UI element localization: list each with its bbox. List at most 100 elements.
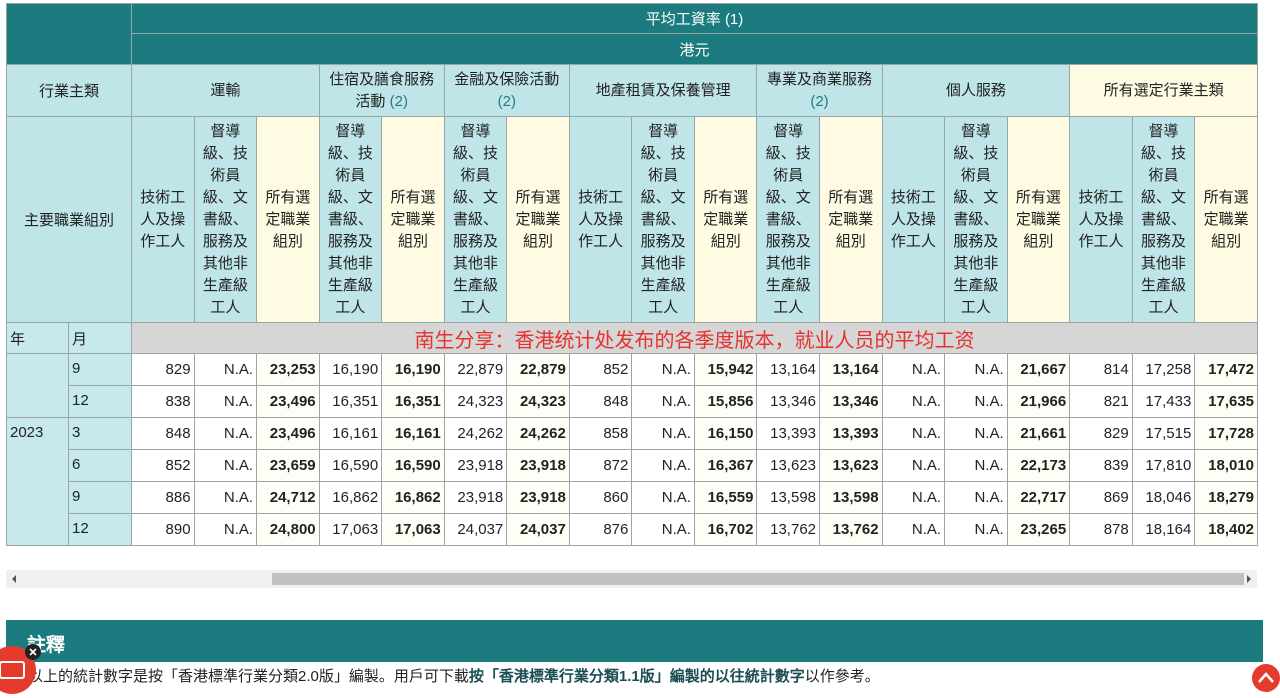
value: 17,515 [1131,417,1196,450]
top-button[interactable] [1252,664,1280,692]
value: 16,161 [318,417,383,450]
value: 17,258 [1131,353,1196,386]
data-row: 12 890 N.A. 24,800 17,063 17,063 24,037 24,037 8… [7,513,1259,546]
value: 22,173 [1006,449,1071,482]
value: 16,150 [693,417,758,450]
value: 829 [1069,417,1133,450]
industry-name: 所有選定行業主類 [1103,81,1224,99]
industry: 運輸 [131,64,320,117]
value: N.A. [193,481,258,514]
occupation: 技術工人及操作工人 [131,116,195,323]
title-note: (1) [724,11,744,28]
value: N.A. [944,481,1008,514]
year-label: 年 [6,322,69,354]
value: 878 [1069,513,1133,546]
value: 17,810 [1131,449,1196,482]
occupation: 督導級、技術員級、文書級、服務及其他非生產級工人 [1131,116,1196,323]
label-row: 年月南生分享：香港统计处发布的各季度版本，就业人员的平均工资 [6,322,1259,354]
year: 2023 [6,417,69,546]
wage-table: 平均工資率 (1) 港元 行業主類 運輸 住宿及膳食服務活動 (2) 金融及保險活動 (2… [6,3,1259,546]
value: 13,598 [819,481,883,514]
value: N.A. [193,417,258,450]
notes-link[interactable]: 按「香港標準行業分類1.1版」編製的以往統計數字 [468,668,805,685]
value: 852 [131,449,195,482]
value: N.A. [631,481,695,514]
occupation: 督導級、技術員級、文書級、服務及其他非生產級工人 [443,116,508,323]
value: 829 [131,353,195,386]
year [6,353,69,418]
value: 17,472 [1194,353,1259,386]
table-wrap: 平均工資率 (1) 港元 行業主類 運輸 住宿及膳食服務活動 (2) 金融及保險活動 (2… [6,3,1259,546]
value: 23,496 [256,385,320,418]
industry: 所有選定行業主類 [1069,64,1259,117]
value: 22,879 [506,353,570,386]
industry: 住宿及膳食服務活動 (2) [318,64,445,117]
value: 21,667 [1006,353,1071,386]
industry: 專業及商業服務 (2) [756,64,883,117]
value: N.A. [631,353,695,386]
occupation-row: 主要職業組別 技術工人及操作工人 督導級、技術員級、文書級、服務及其他非生產級工人所… [6,116,1259,323]
value: 23,918 [506,449,570,482]
value: 24,323 [506,385,570,418]
occupation: 督導級、技術員級、文書級、服務及其他非生產級工人 [318,116,383,323]
value: 24,037 [506,513,570,546]
value: 22,717 [1006,481,1071,514]
occupation: 技術工人及操作工人 [881,116,946,323]
value: 13,762 [756,513,821,546]
value: 839 [1069,449,1133,482]
occupation: 技術工人及操作工人 [1069,116,1133,323]
industry: 金融及保險活動 (2) [443,64,570,117]
value: 16,190 [318,353,383,386]
month: 9 [68,481,132,514]
month: 6 [68,449,132,482]
value: 17,433 [1131,385,1196,418]
industry-note: (2) [389,92,408,110]
value: N.A. [881,353,946,386]
value: 16,351 [318,385,383,418]
notes-title: 註釋 [27,635,66,656]
occupation: 所有選定職業組別 [506,116,570,323]
value: N.A. [881,417,946,450]
value: N.A. [631,513,695,546]
scrollbar[interactable] [6,570,1257,588]
value: 13,393 [819,417,883,450]
unit: 港元 [130,33,1259,65]
scroll-arrows[interactable] [6,570,1257,588]
value: 16,862 [318,481,383,514]
value: 876 [568,513,633,546]
value: N.A. [193,385,258,418]
occupation: 所有選定職業組別 [693,116,758,323]
industry-name: 個人服務 [945,81,1006,99]
banner: 南生分享：香港统计处发布的各季度版本，就业人员的平均工资 [130,322,1259,354]
data-row: 9 886 N.A. 24,712 16,862 16,862 23,918 23,918 86… [7,481,1259,514]
month-label: 月 [68,322,132,354]
month: 12 [68,513,132,546]
occupation: 督導級、技術員級、文書級、服務及其他非生產級工人 [193,116,258,323]
value: 858 [568,417,633,450]
value: 16,590 [381,449,445,482]
value: 13,623 [819,449,883,482]
notes-text-after: 以作參考。 [804,668,880,685]
value: 15,942 [693,353,758,386]
value: 13,164 [756,353,821,386]
notes-text-before: 以上的統計數字是按「香港標準行業分類2.0版」編製。用戶可下載 [28,668,469,685]
value: 821 [1069,385,1133,418]
occupation: 所有選定職業組別 [1194,116,1259,323]
value: 24,712 [256,481,320,514]
scroll-thumb[interactable] [272,573,1244,585]
month: 3 [68,417,132,450]
value: 23,253 [256,353,320,386]
industry-row: 行業主類 運輸 住宿及膳食服務活動 (2) 金融及保險活動 (2) 地產租賃及保養管理專… [6,64,1259,117]
title: 平均工資率 [645,11,721,28]
header-row: 平均工資率 (1) [6,3,1259,65]
data-row: 12 838 N.A. 23,496 16,351 16,351 24,323 24,323 8… [7,385,1259,418]
occupation: 所有選定職業組別 [256,116,320,323]
data-row: 2023 3 848 N.A. 23,496 16,161 16,161 24,262 24,2… [6,417,1259,546]
value: 13,164 [819,353,883,386]
value: 18,279 [1194,481,1259,514]
occupation: 所有選定職業組別 [381,116,445,323]
value: 872 [568,449,633,482]
header-row: 港元 [7,33,1259,65]
corner [6,3,132,65]
corner-label: 行業主類 [6,64,132,117]
